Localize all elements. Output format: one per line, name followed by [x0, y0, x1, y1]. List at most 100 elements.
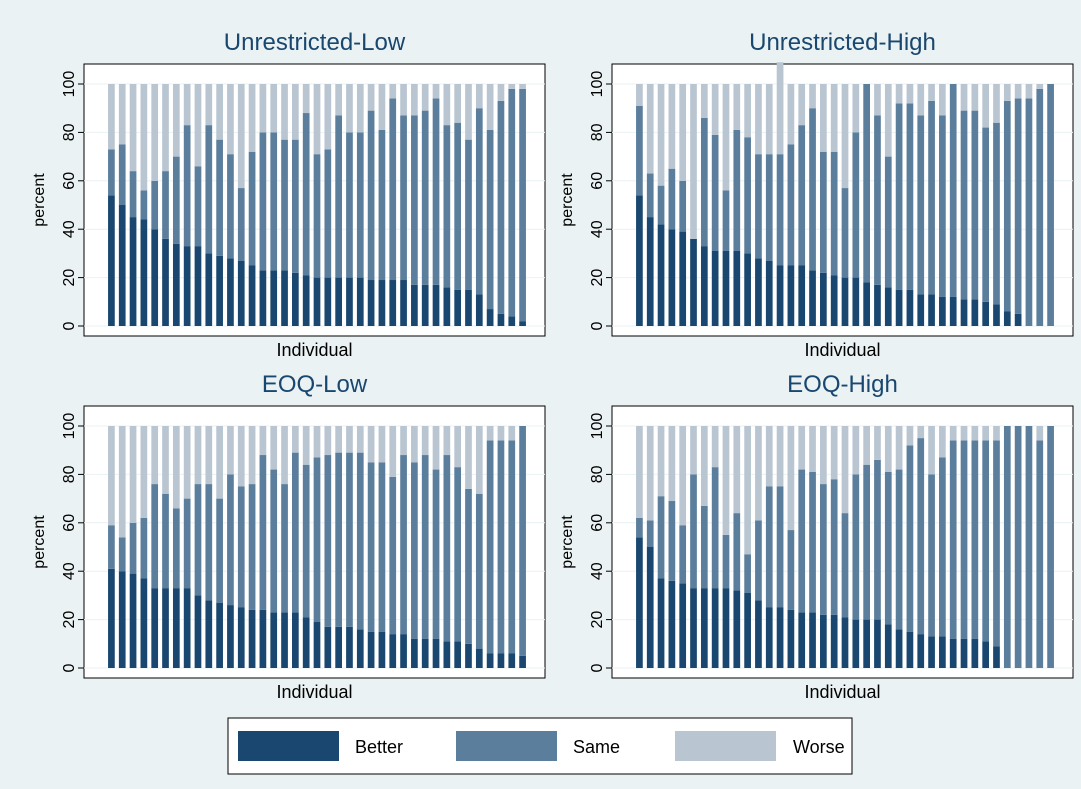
y-tick-label-40: 40 [61, 220, 78, 238]
bar-unrestricted-low-better-3 [129, 217, 137, 326]
bar-eoq-high-worse-9 [722, 426, 730, 535]
bar-unrestricted-high-same-31 [960, 110, 968, 300]
y-tick-label-100: 100 [61, 71, 78, 98]
bar-eoq-low-same-22 [335, 452, 342, 627]
panel-eoq-high: EOQ-High 0 20 40 60 80 100 percent Individual [559, 371, 1074, 702]
bar-unrestricted-low-same-7 [172, 156, 180, 244]
bar-unrestricted-high-better-10 [733, 250, 741, 326]
bar-eoq-high-same-13 [765, 486, 773, 608]
bar-unrestricted-high-better-3 [657, 224, 665, 326]
bar-unrestricted-low-same-28 [400, 115, 407, 281]
bar-unrestricted-low-better-34 [465, 289, 472, 326]
bar-eoq-high-same-27 [917, 438, 925, 635]
bar-eoq-high-better-4 [668, 580, 676, 668]
bar-eoq-high-same-26 [906, 445, 914, 632]
bar-eoq-high-better-10 [733, 590, 741, 668]
bar-unrestricted-high-worse-25 [895, 84, 903, 104]
bar-eoq-high-worse-30 [949, 426, 957, 441]
bar-unrestricted-high-worse-29 [939, 84, 946, 116]
bar-unrestricted-high-same-38 [1036, 88, 1044, 326]
y-tick-label-20: 20 [61, 269, 78, 287]
bar-unrestricted-low-better-4 [140, 219, 148, 326]
bar-eoq-low-better-11 [216, 602, 223, 668]
bar-unrestricted-low-worse-9 [194, 84, 202, 167]
bar-eoq-low-better-8 [183, 588, 191, 668]
bar-eoq-high-better-26 [906, 631, 914, 668]
bar-eoq-low-worse-36 [486, 426, 494, 441]
bar-unrestricted-low-worse-22 [335, 84, 342, 116]
bar-unrestricted-low-same-21 [324, 149, 332, 278]
bar-unrestricted-high-same-10 [733, 129, 741, 251]
bar-unrestricted-low-better-7 [172, 243, 180, 326]
bar-eoq-low-better-19 [302, 617, 310, 668]
bar-eoq-low-worse-20 [313, 426, 321, 458]
bar-eoq-high-same-3 [657, 496, 665, 579]
bar-eoq-high-same-25 [895, 469, 903, 630]
bar-eoq-low-same-20 [313, 457, 321, 623]
bar-unrestricted-low-same-39 [519, 88, 526, 322]
y-axis-label-eoq-high: percent [559, 515, 576, 569]
bar-unrestricted-high-better-17 [809, 270, 816, 326]
y-tick-label-0: 0 [589, 321, 606, 330]
bar-eoq-low-worse-16 [270, 426, 278, 470]
bar-unrestricted-high-same-29 [939, 115, 946, 297]
bar-unrestricted-low-worse-18 [292, 84, 299, 140]
bar-eoq-high-same-28 [928, 474, 935, 637]
bar-eoq-high-worse-33 [982, 426, 990, 441]
bar-eoq-low-better-25 [367, 631, 375, 668]
bar-eoq-high-same-38 [1036, 440, 1044, 668]
bar-eoq-low-better-29 [411, 638, 418, 668]
bar-unrestricted-low-worse-4 [140, 84, 148, 191]
bar-unrestricted-low-better-36 [486, 309, 494, 326]
bar-eoq-low-worse-14 [248, 426, 256, 485]
bar-eoq-high-worse-31 [960, 426, 968, 441]
bar-unrestricted-high-better-31 [960, 299, 968, 326]
bar-unrestricted-low-worse-17 [281, 84, 288, 140]
bar-unrestricted-low-better-21 [324, 277, 332, 326]
bar-unrestricted-low-better-23 [346, 277, 353, 326]
bar-unrestricted-low-worse-3 [129, 84, 137, 172]
bar-unrestricted-high-worse-21 [852, 84, 860, 133]
bar-unrestricted-low-worse-38 [508, 84, 516, 89]
bar-unrestricted-high-worse-18 [820, 84, 827, 152]
bar-unrestricted-low-better-16 [270, 270, 278, 326]
bar-eoq-low-worse-2 [118, 426, 126, 538]
bar-unrestricted-high-same-35 [1003, 100, 1011, 312]
bar-eoq-high-worse-5 [679, 426, 687, 526]
bar-eoq-high-same-33 [982, 440, 990, 642]
bar-unrestricted-high-same-19 [830, 151, 838, 276]
bar-unrestricted-low-worse-15 [259, 84, 267, 133]
bar-unrestricted-high-worse-15 [787, 84, 795, 145]
bar-eoq-low-better-37 [497, 653, 505, 668]
bar-eoq-high-worse-7 [700, 426, 708, 506]
bar-unrestricted-low-better-39 [519, 321, 526, 326]
bar-unrestricted-low-same-36 [486, 129, 494, 310]
y-tick-label-80: 80 [589, 465, 606, 483]
bar-eoq-low-better-15 [259, 609, 267, 668]
bar-eoq-low-better-7 [172, 588, 180, 668]
bar-unrestricted-low-same-22 [335, 115, 342, 278]
y-tick-label-60: 60 [61, 514, 78, 532]
y-tick-label-100: 100 [589, 413, 606, 440]
bar-unrestricted-high-same-9 [722, 190, 730, 251]
y-tick-label-20: 20 [589, 269, 606, 287]
bar-unrestricted-low-same-3 [129, 171, 137, 218]
bar-eoq-low-worse-23 [346, 426, 353, 453]
bar-eoq-low-worse-17 [281, 426, 288, 485]
bar-unrestricted-low-better-22 [335, 277, 342, 326]
bar-unrestricted-high-same-15 [787, 144, 795, 266]
bar-unrestricted-low-worse-1 [108, 84, 115, 150]
bar-unrestricted-high-worse-14 [776, 62, 784, 155]
bar-eoq-high-same-21 [852, 474, 860, 620]
y-axis-label-unrestricted-high: percent [559, 173, 576, 227]
bar-eoq-high-same-35 [1003, 426, 1011, 668]
bar-eoq-low-same-10 [205, 484, 213, 601]
bar-unrestricted-high-better-8 [711, 250, 719, 326]
bar-unrestricted-high-better-18 [820, 272, 827, 326]
x-axis-label-unrestricted-low: Individual [276, 340, 352, 360]
bar-unrestricted-high-worse-31 [960, 84, 968, 111]
bar-eoq-low-better-18 [292, 612, 299, 668]
bar-unrestricted-low-same-16 [270, 132, 278, 271]
bar-eoq-high-same-31 [960, 440, 968, 639]
bar-unrestricted-high-worse-26 [906, 84, 914, 104]
